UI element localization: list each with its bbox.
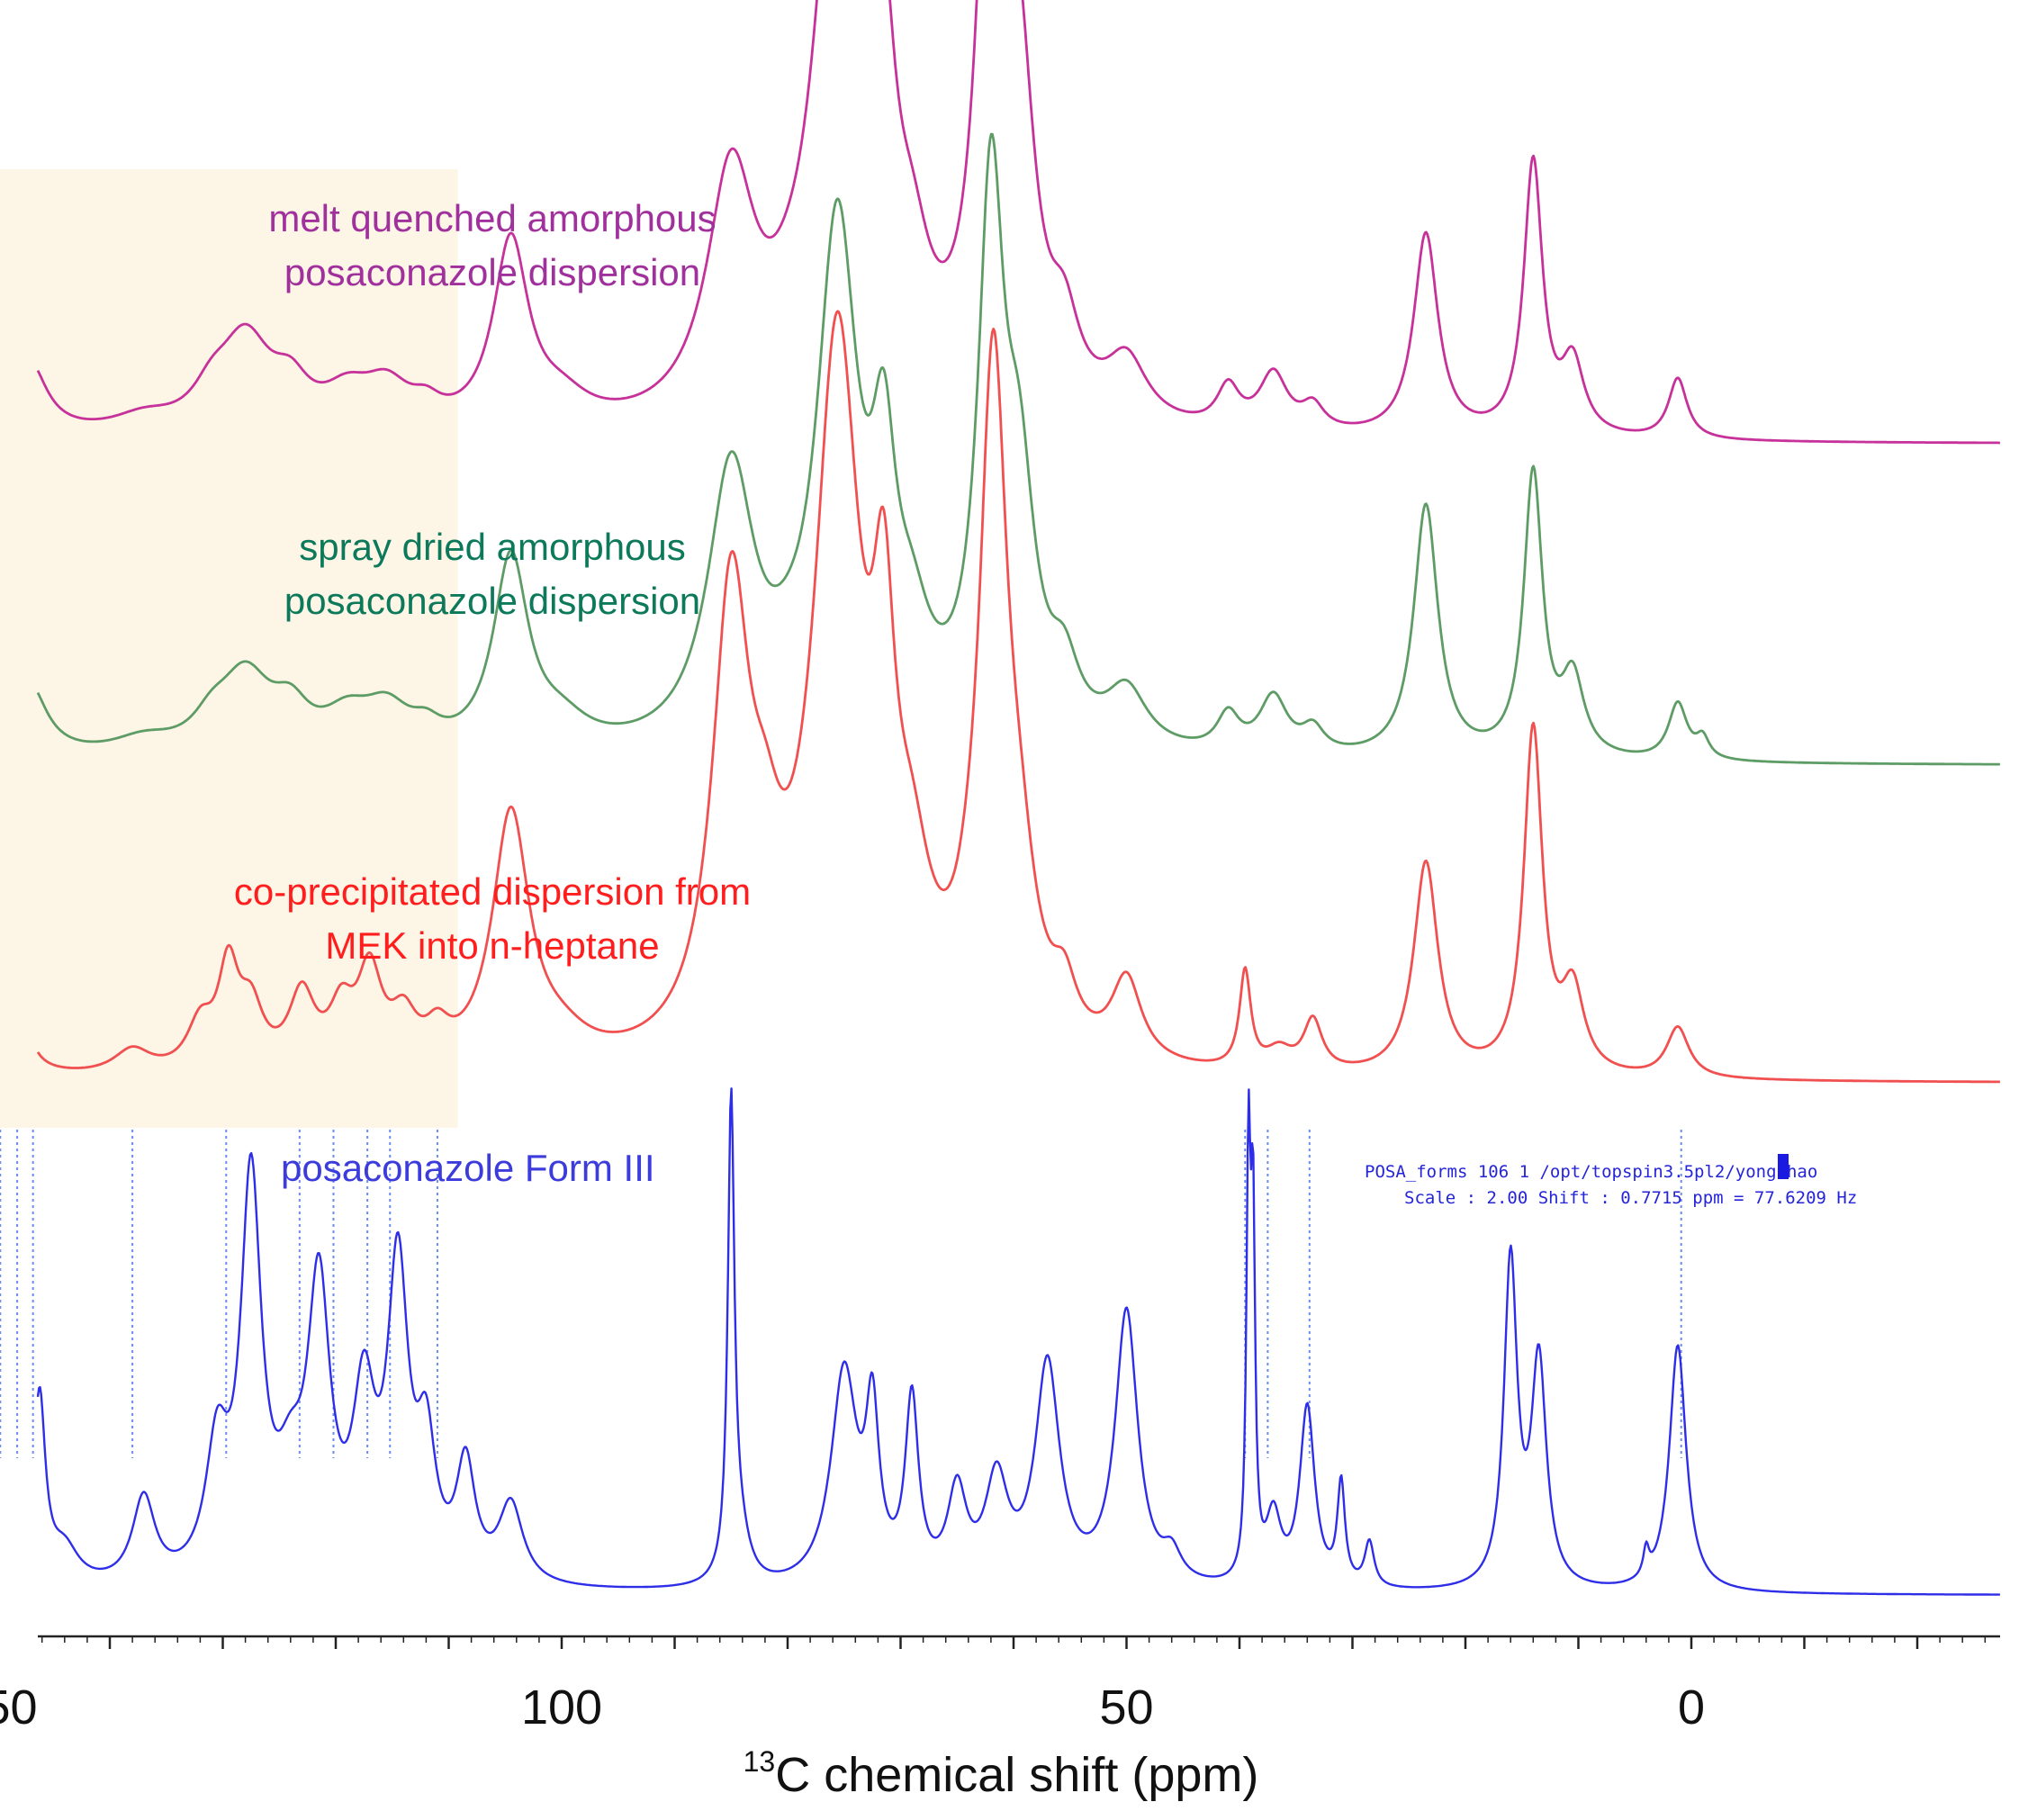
x-axis-title-superscript: 13 bbox=[744, 1745, 776, 1778]
spectrum-form3 bbox=[36, 1087, 2000, 1596]
series-label-coprecip-line1: co-precipitated dispersion from bbox=[234, 870, 751, 913]
reference-lines bbox=[0, 1130, 1682, 1458]
spectrum-coprecip bbox=[36, 310, 2001, 1084]
x-tick-label: 0 bbox=[1678, 1680, 1705, 1734]
series-label-spray-line1: spray dried amorphous bbox=[299, 526, 686, 568]
x-tick-label: 50 bbox=[1099, 1680, 1153, 1734]
x-tick-label: 150 bbox=[0, 1680, 38, 1734]
spectra bbox=[36, 0, 2001, 1596]
x-axis: 150 100 50 0 bbox=[0, 1635, 2000, 1734]
instrument-annotation-line1: POSA_forms 106 1 /opt/topspin3.5pl2/yong… bbox=[1365, 1162, 1817, 1182]
series-label-coprecip-line2: MEK into n-heptane bbox=[325, 924, 659, 967]
spectrum-spray bbox=[36, 132, 2001, 766]
x-tick-label: 100 bbox=[521, 1680, 602, 1734]
series-label-form3: posaconazole Form III bbox=[281, 1147, 655, 1189]
highlight-box bbox=[0, 169, 458, 1128]
instrument-cursor-block bbox=[1778, 1154, 1789, 1179]
series-label-melt-line2: posaconazole dispersion bbox=[284, 251, 700, 293]
spectrum-melt bbox=[36, 0, 2001, 445]
series-label-melt-line1: melt quenched amorphous bbox=[268, 197, 716, 239]
x-axis-title-main: C chemical shift (ppm) bbox=[775, 1748, 1258, 1802]
instrument-annotation-line2: Scale : 2.00 Shift : 0.7715 ppm = 77.620… bbox=[1404, 1188, 1857, 1208]
series-label-spray-line2: posaconazole dispersion bbox=[284, 580, 700, 622]
x-axis-title: 13C chemical shift (ppm) bbox=[744, 1745, 1259, 1802]
